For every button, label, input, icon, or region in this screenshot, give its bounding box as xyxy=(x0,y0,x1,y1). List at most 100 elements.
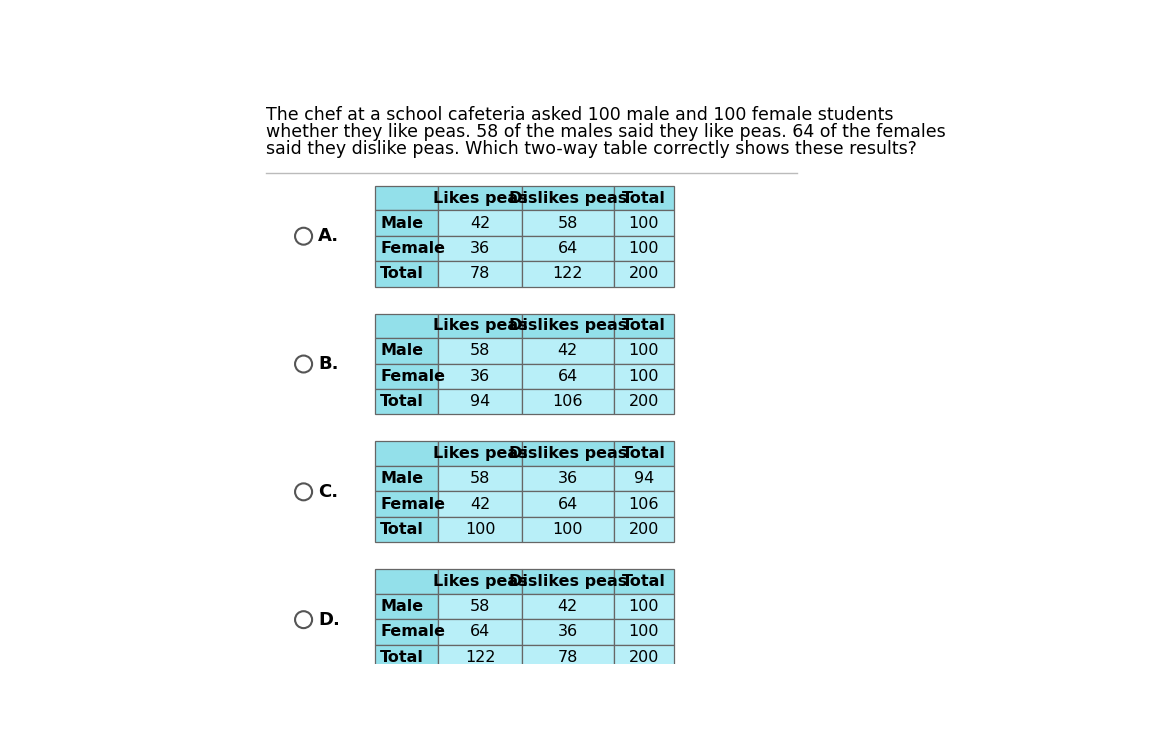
Text: 200: 200 xyxy=(628,266,659,281)
FancyBboxPatch shape xyxy=(439,492,522,517)
Text: Total: Total xyxy=(380,394,425,410)
FancyBboxPatch shape xyxy=(522,492,613,517)
Text: 64: 64 xyxy=(558,497,578,512)
FancyBboxPatch shape xyxy=(374,517,439,542)
FancyBboxPatch shape xyxy=(522,261,613,286)
FancyBboxPatch shape xyxy=(439,645,522,670)
Text: Total: Total xyxy=(622,574,666,589)
FancyBboxPatch shape xyxy=(522,338,613,363)
Text: 64: 64 xyxy=(558,369,578,384)
FancyBboxPatch shape xyxy=(374,363,439,389)
Text: Female: Female xyxy=(380,369,446,384)
FancyBboxPatch shape xyxy=(522,594,613,619)
Text: 94: 94 xyxy=(634,471,654,486)
FancyBboxPatch shape xyxy=(613,186,674,210)
FancyBboxPatch shape xyxy=(439,442,522,466)
Text: Female: Female xyxy=(380,624,446,639)
Text: 42: 42 xyxy=(558,599,578,614)
Text: C.: C. xyxy=(318,483,338,501)
Text: 94: 94 xyxy=(470,394,490,410)
Text: The chef at a school cafeteria asked 100 male and 100 female students: The chef at a school cafeteria asked 100… xyxy=(267,107,894,125)
Text: 100: 100 xyxy=(628,599,659,614)
Text: Male: Male xyxy=(380,471,424,486)
Text: Total: Total xyxy=(380,266,425,281)
FancyBboxPatch shape xyxy=(374,389,439,415)
Text: 200: 200 xyxy=(628,522,659,537)
Text: 58: 58 xyxy=(470,599,490,614)
FancyBboxPatch shape xyxy=(374,466,439,492)
Text: B.: B. xyxy=(318,355,339,373)
FancyBboxPatch shape xyxy=(522,645,613,670)
Text: A.: A. xyxy=(318,228,339,245)
Text: Female: Female xyxy=(380,241,446,256)
FancyBboxPatch shape xyxy=(439,619,522,645)
FancyBboxPatch shape xyxy=(613,313,674,338)
Text: 58: 58 xyxy=(558,216,578,231)
Text: 100: 100 xyxy=(464,522,496,537)
FancyBboxPatch shape xyxy=(439,517,522,542)
Text: Likes peas: Likes peas xyxy=(433,190,528,206)
Text: 122: 122 xyxy=(552,266,583,281)
Text: 78: 78 xyxy=(470,266,490,281)
FancyBboxPatch shape xyxy=(374,186,439,210)
Text: 58: 58 xyxy=(470,471,490,486)
FancyBboxPatch shape xyxy=(522,517,613,542)
Text: whether they like peas. 58 of the males said they like peas. 64 of the females: whether they like peas. 58 of the males … xyxy=(267,123,947,142)
FancyBboxPatch shape xyxy=(439,186,522,210)
FancyBboxPatch shape xyxy=(439,363,522,389)
FancyBboxPatch shape xyxy=(522,466,613,492)
Text: 36: 36 xyxy=(470,369,490,384)
FancyBboxPatch shape xyxy=(439,313,522,338)
Text: Male: Male xyxy=(380,216,424,231)
Text: said they dislike peas. Which two-way table correctly shows these results?: said they dislike peas. Which two-way ta… xyxy=(267,140,917,158)
FancyBboxPatch shape xyxy=(522,313,613,338)
FancyBboxPatch shape xyxy=(374,645,439,670)
Text: 100: 100 xyxy=(628,241,659,256)
Text: 122: 122 xyxy=(464,650,496,665)
FancyBboxPatch shape xyxy=(439,466,522,492)
Text: 64: 64 xyxy=(470,624,490,639)
FancyBboxPatch shape xyxy=(439,236,522,261)
FancyBboxPatch shape xyxy=(522,186,613,210)
Text: Likes peas: Likes peas xyxy=(433,574,528,589)
Text: 106: 106 xyxy=(552,394,583,410)
Text: 36: 36 xyxy=(470,241,490,256)
FancyBboxPatch shape xyxy=(522,363,613,389)
Text: Likes peas: Likes peas xyxy=(433,319,528,333)
FancyBboxPatch shape xyxy=(613,261,674,286)
FancyBboxPatch shape xyxy=(439,389,522,415)
FancyBboxPatch shape xyxy=(613,389,674,415)
FancyBboxPatch shape xyxy=(613,645,674,670)
FancyBboxPatch shape xyxy=(613,236,674,261)
Text: 100: 100 xyxy=(628,369,659,384)
Text: 100: 100 xyxy=(628,624,659,639)
Text: 200: 200 xyxy=(628,394,659,410)
FancyBboxPatch shape xyxy=(522,236,613,261)
FancyBboxPatch shape xyxy=(522,619,613,645)
Text: Dislikes peas: Dislikes peas xyxy=(509,190,627,206)
Text: 36: 36 xyxy=(558,624,578,639)
Text: Dislikes peas: Dislikes peas xyxy=(509,574,627,589)
Text: Dislikes peas: Dislikes peas xyxy=(509,446,627,461)
FancyBboxPatch shape xyxy=(613,492,674,517)
FancyBboxPatch shape xyxy=(374,261,439,286)
FancyBboxPatch shape xyxy=(613,569,674,594)
Text: 200: 200 xyxy=(628,650,659,665)
FancyBboxPatch shape xyxy=(522,442,613,466)
FancyBboxPatch shape xyxy=(374,210,439,236)
FancyBboxPatch shape xyxy=(374,619,439,645)
FancyBboxPatch shape xyxy=(613,619,674,645)
Text: Female: Female xyxy=(380,497,446,512)
Text: Likes peas: Likes peas xyxy=(433,446,528,461)
Text: Total: Total xyxy=(380,650,425,665)
Text: 100: 100 xyxy=(628,216,659,231)
FancyBboxPatch shape xyxy=(613,338,674,363)
FancyBboxPatch shape xyxy=(522,210,613,236)
Text: 100: 100 xyxy=(552,522,583,537)
FancyBboxPatch shape xyxy=(613,442,674,466)
FancyBboxPatch shape xyxy=(613,210,674,236)
FancyBboxPatch shape xyxy=(374,442,439,466)
FancyBboxPatch shape xyxy=(439,261,522,286)
FancyBboxPatch shape xyxy=(439,594,522,619)
Text: 100: 100 xyxy=(628,343,659,358)
